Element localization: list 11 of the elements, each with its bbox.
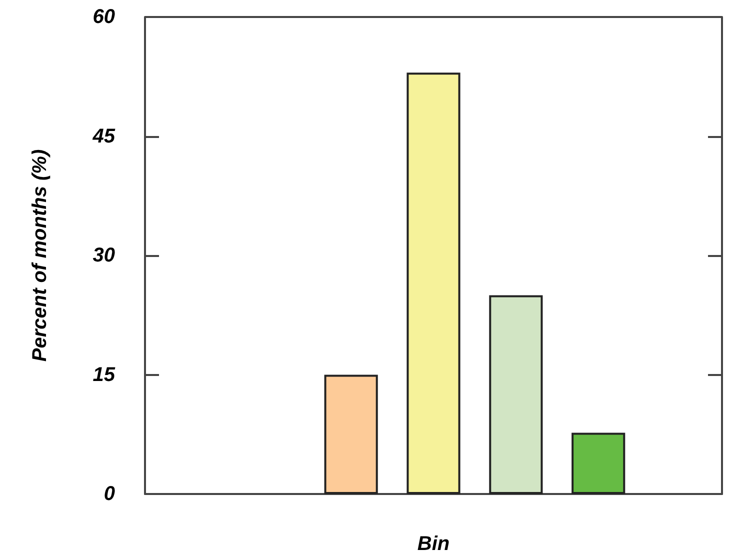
y-tick-label: 60 [92,6,115,28]
bar [572,432,626,494]
y-tick-label: 15 [92,364,116,386]
y-tick-label: 0 [104,483,115,505]
y-tick-label: 30 [92,244,115,266]
bar [489,295,543,494]
bar [406,72,460,494]
y-tick-label: 45 [92,125,116,148]
y-axis-title: Percent of months (%) [29,149,51,362]
x-axis-title: Bin [417,533,450,555]
bar [324,374,378,494]
